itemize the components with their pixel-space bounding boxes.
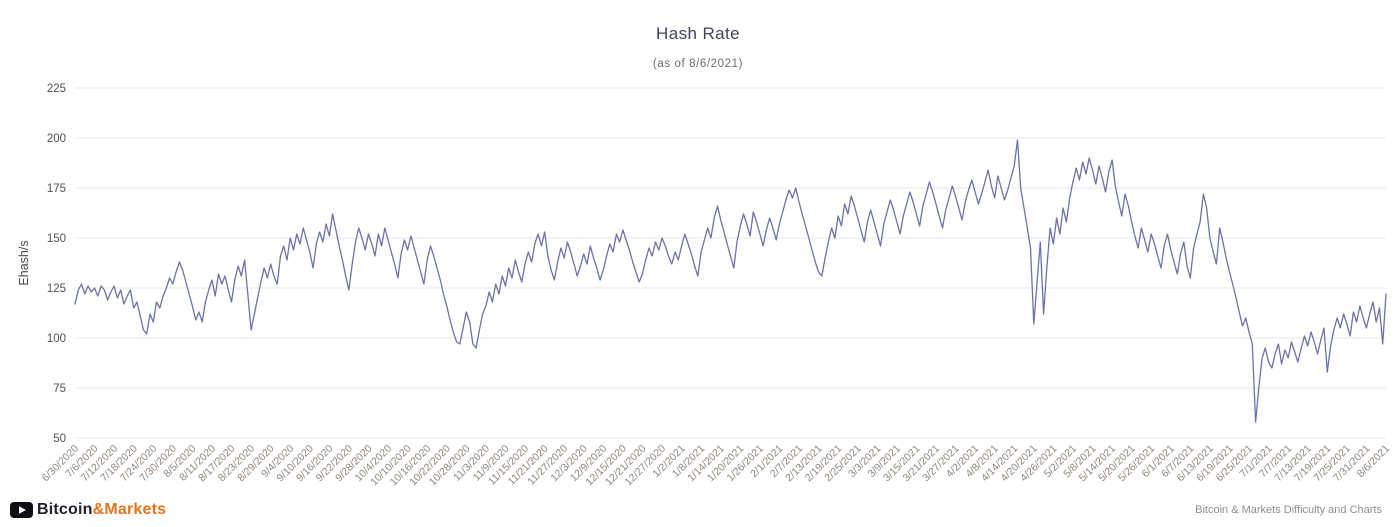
y-tick-label: 75 (53, 383, 66, 395)
youtube-play-icon (10, 502, 33, 518)
brand-name-suffix: &Markets (92, 501, 167, 518)
y-tick-label: 225 (47, 83, 66, 95)
hashrate-series-line[interactable] (74, 139, 1387, 423)
y-axis-title: Ehash/s (17, 240, 31, 285)
footer-caption: Bitcoin & Markets Difficulty and Charts (1195, 504, 1382, 516)
y-tick-label: 175 (47, 183, 66, 195)
y-tick-label: 100 (47, 333, 66, 345)
brand-logo: Bitcoin&Markets (10, 501, 166, 519)
chart-title: Hash Rate (656, 24, 740, 43)
y-tick-label: 50 (53, 433, 66, 445)
footer: Bitcoin&Markets Bitcoin & Markets Diffic… (0, 493, 1396, 527)
chart-canvas[interactable]: Ehash/s 50751001251501752002256/30/20207… (0, 0, 1396, 493)
y-tick-label: 125 (47, 283, 66, 295)
y-tick-label: 200 (47, 133, 66, 145)
brand-name-prefix: Bitcoin (37, 501, 93, 518)
y-tick-label: 150 (47, 233, 66, 245)
chart-subtitle: (as of 8/6/2021) (652, 58, 744, 70)
